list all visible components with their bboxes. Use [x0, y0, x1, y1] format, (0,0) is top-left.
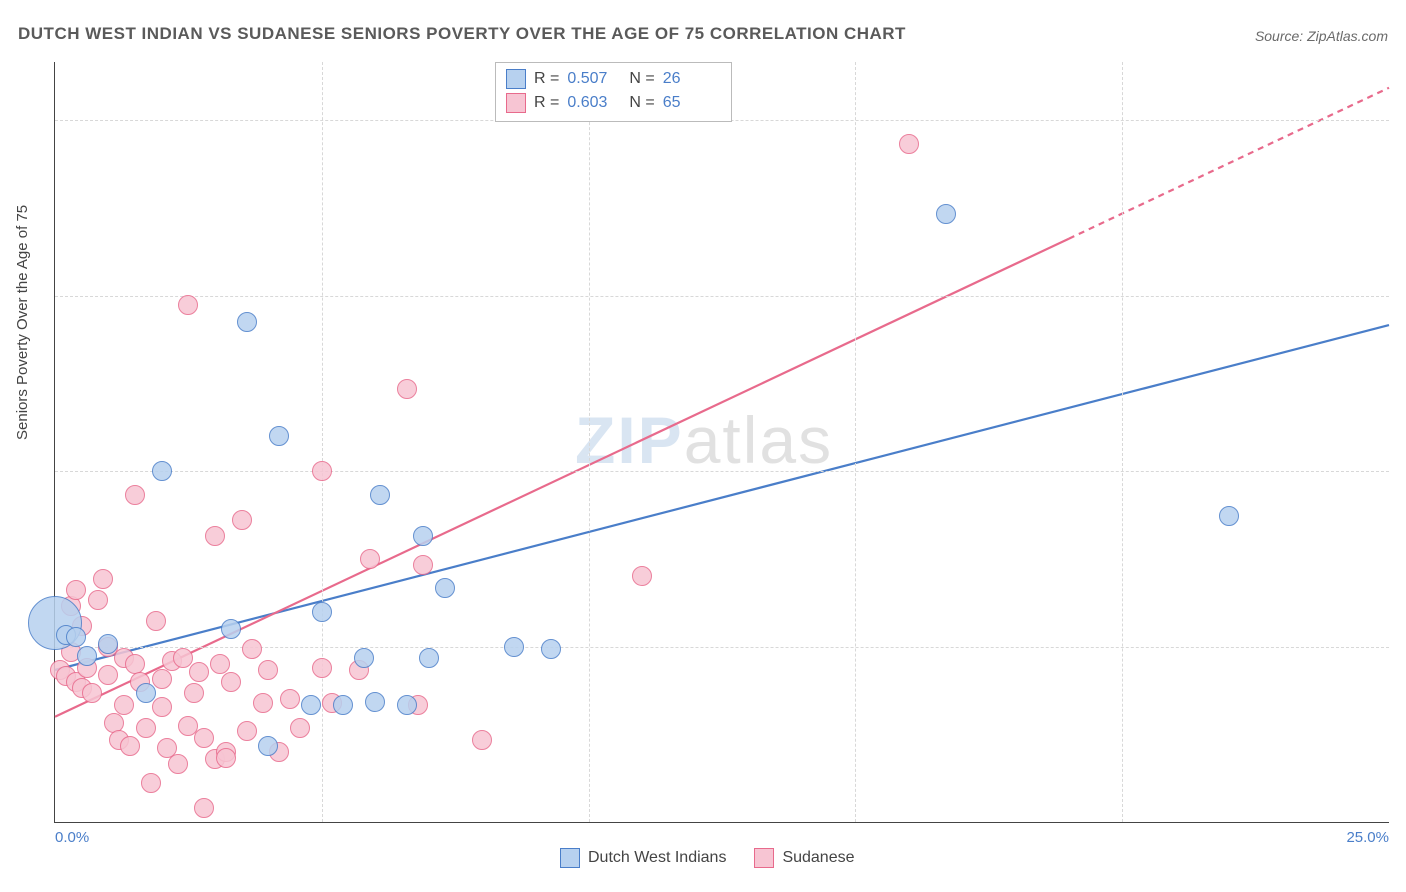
data-point	[365, 692, 385, 712]
data-point	[98, 665, 118, 685]
data-point	[98, 634, 118, 654]
data-point	[93, 569, 113, 589]
data-point	[397, 379, 417, 399]
series-legend-item: Sudanese	[754, 848, 854, 868]
data-point	[290, 718, 310, 738]
data-point	[258, 660, 278, 680]
data-point	[312, 602, 332, 622]
data-point	[120, 736, 140, 756]
trend-line	[55, 325, 1389, 670]
data-point	[82, 683, 102, 703]
data-point	[114, 695, 134, 715]
data-point	[413, 555, 433, 575]
data-point	[269, 426, 289, 446]
data-point	[435, 578, 455, 598]
data-point	[221, 672, 241, 692]
data-point	[312, 658, 332, 678]
data-point	[360, 549, 380, 569]
legend-n-value: 26	[663, 67, 717, 91]
gridline-h	[55, 296, 1389, 297]
data-point	[632, 566, 652, 586]
data-point	[221, 619, 241, 639]
data-point	[237, 312, 257, 332]
data-point	[472, 730, 492, 750]
data-point	[146, 611, 166, 631]
data-point	[141, 773, 161, 793]
legend-r-label: R =	[534, 67, 559, 91]
data-point	[194, 798, 214, 818]
scatter-plot-area: ZIPatlas 15.0%30.0%45.0%60.0%0.0%25.0%	[54, 62, 1389, 823]
data-point	[312, 461, 332, 481]
gridline-v	[322, 62, 323, 822]
data-point	[152, 461, 172, 481]
legend-n-label: N =	[629, 67, 654, 91]
data-point	[173, 648, 193, 668]
data-point	[125, 485, 145, 505]
data-point	[419, 648, 439, 668]
data-point	[136, 683, 156, 703]
data-point	[242, 639, 262, 659]
legend-n-label: N =	[629, 91, 654, 115]
data-point	[205, 526, 225, 546]
data-point	[232, 510, 252, 530]
data-point	[136, 718, 156, 738]
series-legend-item: Dutch West Indians	[560, 848, 726, 868]
legend-r-value: 0.603	[567, 91, 621, 115]
data-point	[354, 648, 374, 668]
data-point	[168, 754, 188, 774]
data-point	[88, 590, 108, 610]
series-legend-label: Sudanese	[782, 849, 854, 867]
chart-title: DUTCH WEST INDIAN VS SUDANESE SENIORS PO…	[18, 24, 906, 44]
data-point	[194, 728, 214, 748]
data-point	[301, 695, 321, 715]
data-point	[152, 669, 172, 689]
data-point	[280, 689, 300, 709]
data-point	[178, 295, 198, 315]
y-axis-label: Seniors Poverty Over the Age of 75	[14, 205, 31, 440]
data-point	[397, 695, 417, 715]
legend-row: R = 0.603 N = 65	[506, 91, 717, 115]
data-point	[899, 134, 919, 154]
data-point	[258, 736, 278, 756]
data-point	[184, 683, 204, 703]
data-point	[333, 695, 353, 715]
data-point	[541, 639, 561, 659]
data-point	[253, 693, 273, 713]
data-point	[216, 748, 236, 768]
data-point	[66, 580, 86, 600]
legend-swatch	[754, 848, 774, 868]
x-tick-label: 0.0%	[55, 829, 89, 846]
trend-line-dashed	[1069, 88, 1389, 239]
trend-line	[55, 239, 1069, 717]
data-point	[413, 526, 433, 546]
data-point	[152, 697, 172, 717]
data-point	[1219, 506, 1239, 526]
legend-swatch	[506, 69, 526, 89]
legend-swatch	[560, 848, 580, 868]
data-point	[77, 646, 97, 666]
data-point	[66, 627, 86, 647]
source-attribution: Source: ZipAtlas.com	[1255, 28, 1388, 44]
gridline-v	[589, 62, 590, 822]
legend-n-value: 65	[663, 91, 717, 115]
data-point	[936, 204, 956, 224]
series-legend-label: Dutch West Indians	[588, 849, 726, 867]
data-point	[370, 485, 390, 505]
gridline-v	[855, 62, 856, 822]
legend-swatch	[506, 93, 526, 113]
legend-row: R = 0.507 N = 26	[506, 67, 717, 91]
legend-r-label: R =	[534, 91, 559, 115]
x-tick-label: 25.0%	[1346, 829, 1389, 846]
gridline-v	[1122, 62, 1123, 822]
gridline-h	[55, 471, 1389, 472]
legend-r-value: 0.507	[567, 67, 621, 91]
data-point	[504, 637, 524, 657]
data-point	[189, 662, 209, 682]
series-legend: Dutch West Indians Sudanese	[560, 848, 855, 868]
correlation-legend: R = 0.507 N = 26 R = 0.603 N = 65	[495, 62, 732, 122]
data-point	[237, 721, 257, 741]
